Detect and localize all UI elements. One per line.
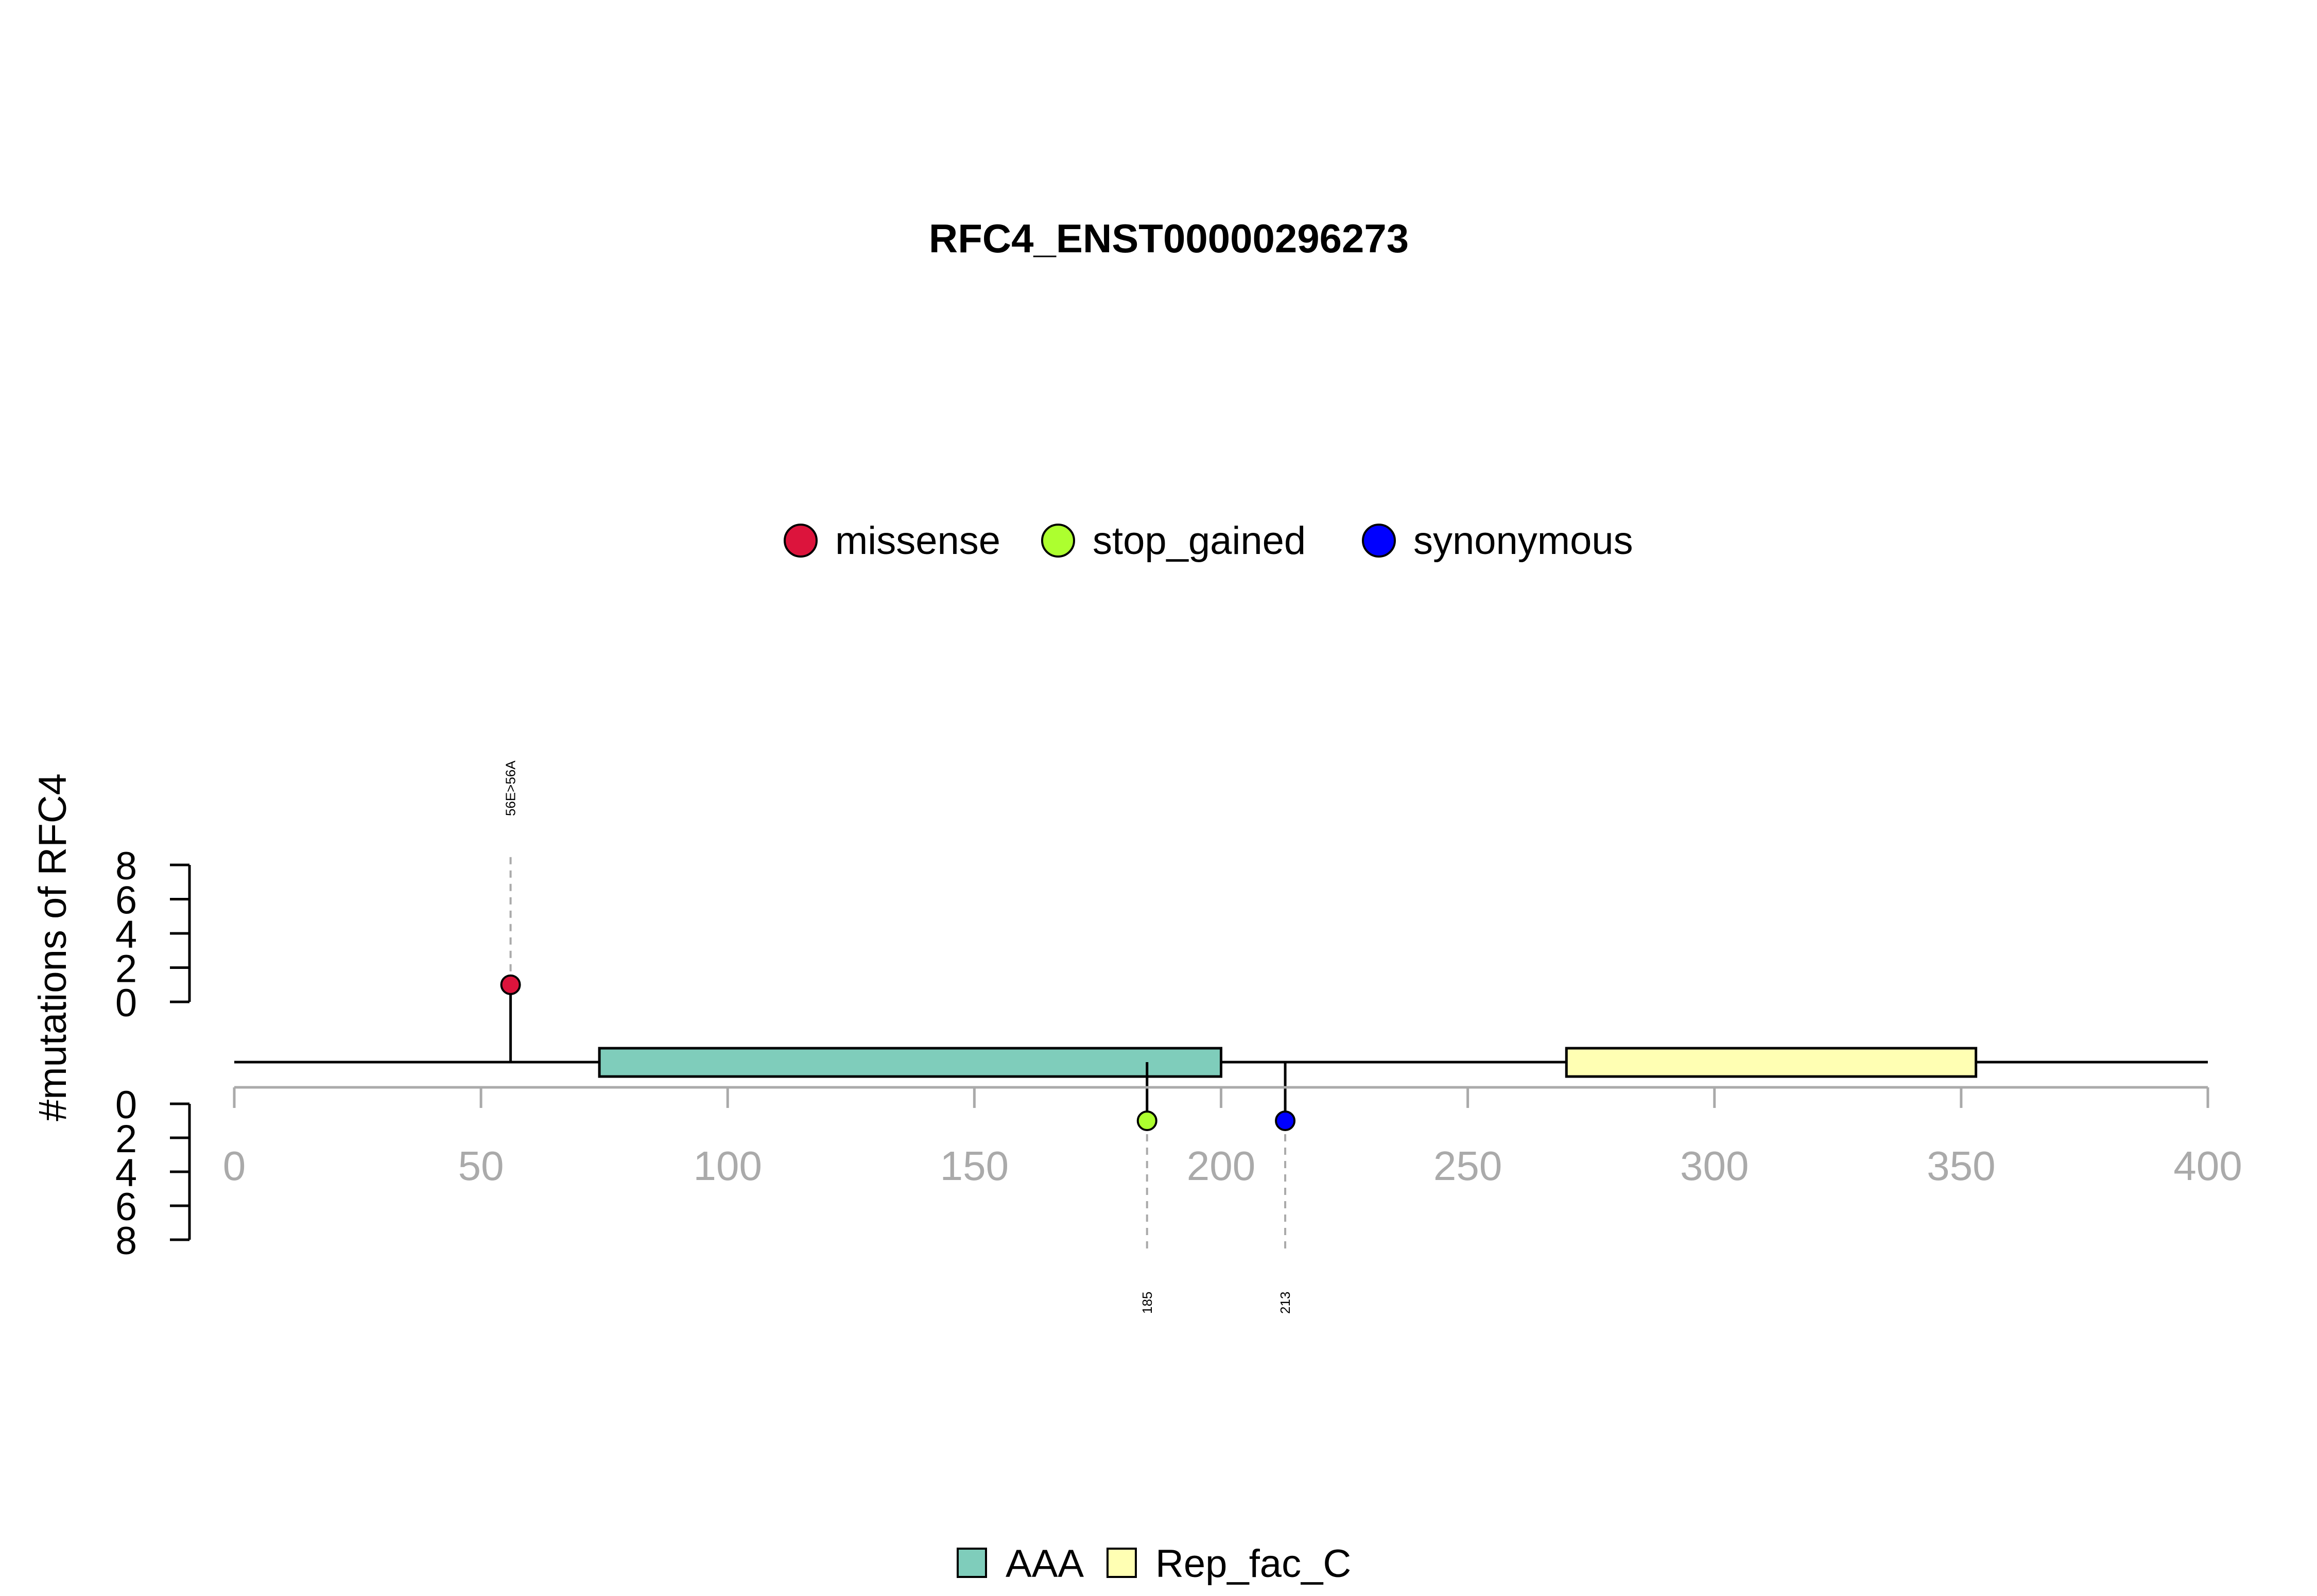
legend-label-synonymous: synonymous [1413, 519, 1633, 563]
x-tick-label-350: 350 [1927, 1143, 1995, 1189]
y-tick-label-bottom-8: 8 [115, 1219, 137, 1263]
x-tick-label-250: 250 [1433, 1143, 1502, 1189]
x-tick-label-200: 200 [1187, 1143, 1255, 1189]
legend-label-AAA: AAA [1006, 1542, 1084, 1586]
x-tick-label-50: 50 [458, 1143, 504, 1189]
y-tick-label-top-4: 4 [115, 913, 137, 957]
legend-marker-synonymous [1362, 524, 1396, 558]
x-tick-label-300: 300 [1680, 1143, 1749, 1189]
legend-marker-missense [784, 524, 818, 558]
lollipop-head-56 [500, 974, 521, 995]
y-axis-label: #mutations of RFC4 [31, 773, 75, 1121]
legend-label-stop_gained: stop_gained [1093, 519, 1306, 563]
lollipop-head-185 [1136, 1111, 1157, 1131]
y-tick-label-bottom-0: 0 [115, 1083, 137, 1127]
legend-marker-stop_gained [1041, 524, 1075, 558]
legend-label-missense: missense [835, 519, 1000, 563]
y-tick-label-bottom-2: 2 [115, 1117, 137, 1161]
y-tick-label-top-6: 6 [115, 879, 137, 923]
y-tick-label-top-8: 8 [115, 844, 137, 888]
mutation-label-185: 185 [1139, 1292, 1155, 1314]
mutation-lollipops: 56E>56A 185 213 [500, 760, 1296, 1314]
lollipop-head-213 [1275, 1111, 1296, 1131]
x-tick-label-0: 0 [223, 1143, 246, 1189]
x-tick-label-150: 150 [940, 1143, 1009, 1189]
protein-domains [598, 1047, 1978, 1078]
x-tick-label-400: 400 [2173, 1143, 2242, 1189]
variant-legend: missense stop_gained synonymous [784, 519, 1633, 563]
y-tick-label-bottom-4: 4 [115, 1151, 137, 1195]
domain-legend: AAA Rep_fac_C [957, 1542, 1351, 1586]
domain-Rep_fac_C [1565, 1047, 1978, 1078]
mutation-label-56: 56E>56A [503, 760, 518, 816]
legend-swatch-Rep_fac_C [1106, 1548, 1137, 1578]
mutation-label-213: 213 [1277, 1292, 1293, 1314]
y-tick-label-bottom-6: 6 [115, 1185, 137, 1229]
legend-swatch-AAA [957, 1548, 987, 1578]
domain-AAA [598, 1047, 1222, 1078]
x-axis: 0 50 100 150 200 250 300 350 400 [223, 1086, 2242, 1189]
y-tick-label-top-2: 2 [115, 947, 137, 991]
chart-title: RFC4_ENST00000296273 [929, 216, 1409, 261]
x-tick-label-100: 100 [694, 1143, 762, 1189]
y-tick-label-top-0: 0 [115, 981, 137, 1025]
legend-label-Rep_fac_C: Rep_fac_C [1155, 1542, 1351, 1586]
